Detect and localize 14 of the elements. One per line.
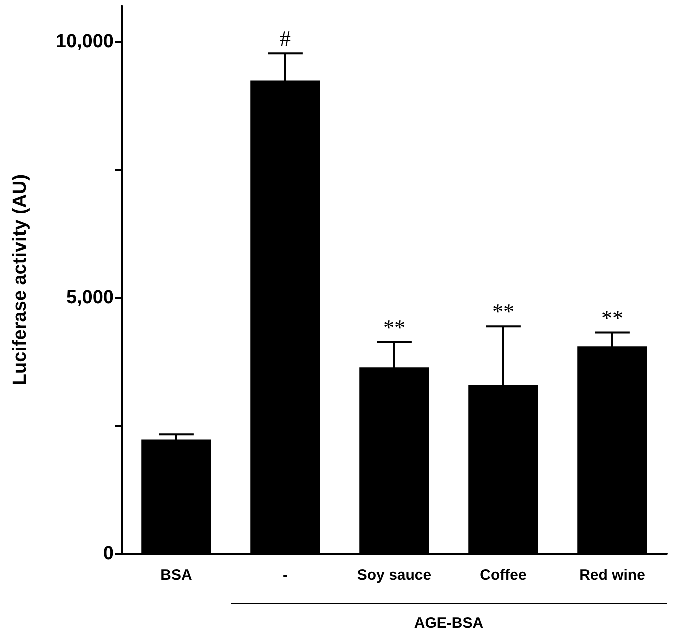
annotation: ** [602,305,624,330]
y-axis-title: Luciferase activity (AU) [10,174,31,386]
annotation: ** [492,299,514,324]
y-tick-label: 0 [103,544,114,564]
x-tick-label: BSA [160,567,192,584]
y-tick-label: 5,000 [66,287,114,308]
annotation: ** [384,314,406,340]
x-axis-title: AGE-BSA [414,615,484,632]
x-tick-label: Coffee [480,567,527,584]
x-tick-label: Red wine [580,567,646,584]
x-tick-label: - [283,567,288,584]
y-tick-label: 10,000 [56,31,114,52]
x-tick-label: Soy sauce [357,567,432,584]
annotation: # [280,26,291,52]
